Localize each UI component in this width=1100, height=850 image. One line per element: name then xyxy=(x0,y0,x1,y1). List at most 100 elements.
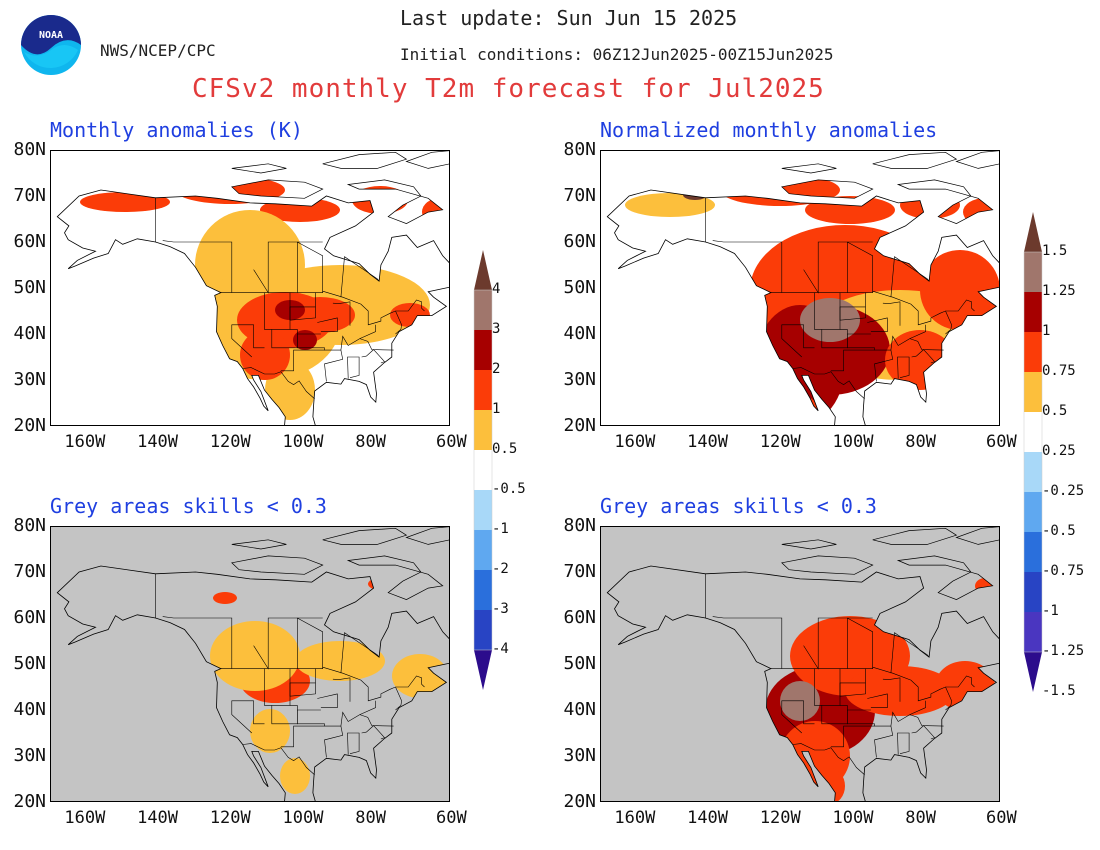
colorbar-segment xyxy=(474,490,492,530)
lat-tick-label: 80N xyxy=(13,139,46,160)
political-border xyxy=(847,241,873,293)
anomaly-region xyxy=(770,305,890,395)
colorbar-tick-label: -0.75 xyxy=(1042,563,1085,579)
colorbar-segment xyxy=(1024,532,1042,572)
political-border xyxy=(770,290,975,326)
political-border xyxy=(162,616,233,669)
lon-tick-label: 80W xyxy=(905,432,936,452)
lon-tick-label: 100W xyxy=(832,808,874,828)
colorbar-tick-label: -2 xyxy=(492,561,509,577)
lat-tick-label: 60N xyxy=(563,231,596,252)
lon-tick-label: 80W xyxy=(355,808,386,828)
colorbar-tick-label: 2 xyxy=(492,361,501,377)
political-border xyxy=(830,709,875,748)
lat-tick-label: 20N xyxy=(563,791,596,812)
map-frame xyxy=(600,150,1000,426)
political-border xyxy=(332,677,351,702)
political-border xyxy=(847,617,873,669)
political-border xyxy=(347,356,360,379)
lon-tick-label: 120W xyxy=(209,808,251,828)
colorbar-segment xyxy=(474,530,492,570)
colorbar-segment xyxy=(1024,292,1042,332)
colorbar-segment xyxy=(1024,332,1042,372)
colorbar-tick-label: -1 xyxy=(1042,603,1059,619)
colorbar-left xyxy=(473,250,493,690)
political-border xyxy=(317,317,338,332)
lon-tick-label: 140W xyxy=(687,808,729,828)
anomaly-region xyxy=(280,758,310,794)
page-title: CFSv2 monthly T2m forecast for Jul2025 xyxy=(192,74,825,104)
anomaly-region xyxy=(213,592,237,604)
panel-title-br: Grey areas skills < 0.3 xyxy=(600,494,877,518)
political-border xyxy=(867,317,888,332)
colorbar-tick-label: -0.25 xyxy=(1042,483,1085,499)
panel-title-bl: Grey areas skills < 0.3 xyxy=(50,494,327,518)
political-border xyxy=(242,743,315,776)
lat-tick-label: 60N xyxy=(563,607,596,628)
colorbar-tick-label: 1.5 xyxy=(1042,243,1068,259)
political-border xyxy=(324,349,344,382)
lon-tick-label: 80W xyxy=(905,808,936,828)
political-border xyxy=(340,324,376,351)
lat-tick-label: 50N xyxy=(563,653,596,674)
colorbar-tick-label: 3 xyxy=(492,321,501,337)
political-border xyxy=(897,732,910,755)
map-panel-skill-masked-normalized xyxy=(600,526,1000,802)
noaa-logo: NOAA xyxy=(20,14,82,76)
colorbar-segment xyxy=(1024,372,1042,412)
political-border xyxy=(890,256,930,298)
lat-tick-label: 20N xyxy=(13,791,46,812)
lon-tick-label: 100W xyxy=(832,432,874,452)
colorbar-segment xyxy=(1024,412,1042,452)
colorbar-tick-label: 0.25 xyxy=(1042,443,1076,459)
colorbar-segment xyxy=(1024,652,1042,692)
political-border xyxy=(361,349,386,364)
logo-text: NOAA xyxy=(39,30,63,41)
colorbar-tick-label: -3 xyxy=(492,601,509,617)
colorbar-tick-label: -1.25 xyxy=(1042,643,1085,659)
political-border xyxy=(324,725,344,758)
lon-tick-label: 120W xyxy=(209,432,251,452)
colorbar-segment xyxy=(474,410,492,450)
political-border xyxy=(882,301,901,326)
lon-tick-label: 160W xyxy=(64,432,106,452)
political-border xyxy=(897,356,910,379)
coastline xyxy=(56,565,450,802)
lat-tick-label: 30N xyxy=(13,369,46,390)
political-border xyxy=(253,617,298,670)
lat-tick-label: 40N xyxy=(13,699,46,720)
lon-tick-label: 160W xyxy=(64,808,106,828)
lat-tick-label: 80N xyxy=(563,515,596,536)
lon-tick-label: 140W xyxy=(687,432,729,452)
political-border xyxy=(340,700,376,727)
political-border xyxy=(340,256,380,298)
lon-tick-label: 120W xyxy=(759,432,801,452)
political-border xyxy=(297,241,323,293)
political-border xyxy=(945,686,952,711)
political-border xyxy=(220,290,425,326)
colorbar-segment xyxy=(1024,492,1042,532)
lat-tick-label: 40N xyxy=(563,699,596,720)
lat-tick-label: 40N xyxy=(13,323,46,344)
lat-tick-label: 30N xyxy=(563,369,596,390)
map-frame xyxy=(50,526,450,802)
political-border xyxy=(803,241,848,294)
lon-tick-label: 60W xyxy=(436,432,467,452)
lat-tick-label: 70N xyxy=(563,185,596,206)
colorbar-segment xyxy=(1024,452,1042,492)
political-border xyxy=(803,617,848,670)
colorbar-segment xyxy=(474,450,492,490)
political-border xyxy=(361,725,386,740)
agency-label: NWS/NCEP/CPC xyxy=(100,41,216,60)
colorbar-tick-label: 1 xyxy=(492,401,501,417)
political-border xyxy=(839,668,866,697)
lat-tick-label: 40N xyxy=(563,323,596,344)
political-border xyxy=(792,367,865,400)
political-border xyxy=(712,616,783,669)
lat-tick-label: 80N xyxy=(563,139,596,160)
political-border xyxy=(781,700,815,734)
political-border xyxy=(340,632,380,674)
colorbar-tick-label: 1 xyxy=(1042,323,1051,339)
political-border xyxy=(867,693,888,708)
colorbar-tick-label: 1.25 xyxy=(1042,283,1076,299)
